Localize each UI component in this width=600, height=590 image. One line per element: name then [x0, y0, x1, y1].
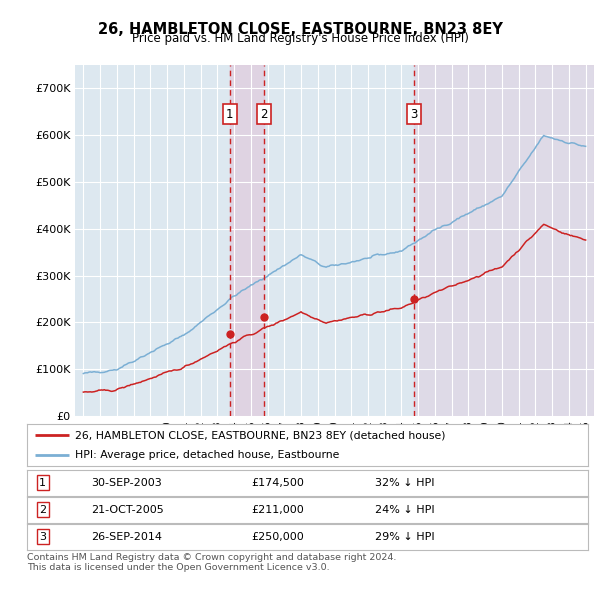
- Bar: [413, 65, 594, 416]
- Text: 29% ↓ HPI: 29% ↓ HPI: [375, 532, 434, 542]
- Text: 2: 2: [39, 505, 46, 514]
- Text: Contains HM Land Registry data © Crown copyright and database right 2024.
This d: Contains HM Land Registry data © Crown c…: [27, 553, 397, 572]
- Text: 3: 3: [410, 107, 418, 120]
- Text: £211,000: £211,000: [251, 505, 304, 514]
- Text: Price paid vs. HM Land Registry's House Price Index (HPI): Price paid vs. HM Land Registry's House …: [131, 32, 469, 45]
- Text: 2: 2: [260, 107, 268, 120]
- Text: 1: 1: [226, 107, 233, 120]
- Bar: [230, 65, 264, 416]
- Text: 24% ↓ HPI: 24% ↓ HPI: [375, 505, 434, 514]
- Text: £250,000: £250,000: [251, 532, 304, 542]
- Text: HPI: Average price, detached house, Eastbourne: HPI: Average price, detached house, East…: [74, 450, 339, 460]
- Text: 3: 3: [39, 532, 46, 542]
- Text: 26, HAMBLETON CLOSE, EASTBOURNE, BN23 8EY (detached house): 26, HAMBLETON CLOSE, EASTBOURNE, BN23 8E…: [74, 430, 445, 440]
- Text: £174,500: £174,500: [251, 478, 304, 487]
- Text: 26, HAMBLETON CLOSE, EASTBOURNE, BN23 8EY: 26, HAMBLETON CLOSE, EASTBOURNE, BN23 8E…: [98, 22, 502, 37]
- Text: 30-SEP-2003: 30-SEP-2003: [92, 478, 162, 487]
- Text: 32% ↓ HPI: 32% ↓ HPI: [375, 478, 434, 487]
- Text: 1: 1: [39, 478, 46, 487]
- Text: 26-SEP-2014: 26-SEP-2014: [92, 532, 163, 542]
- Text: 21-OCT-2005: 21-OCT-2005: [92, 505, 164, 514]
